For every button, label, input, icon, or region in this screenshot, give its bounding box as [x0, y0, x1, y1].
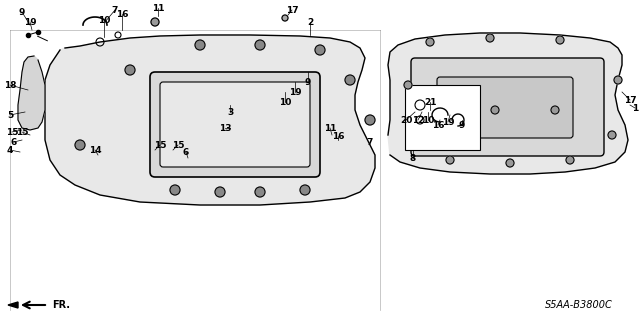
Circle shape — [566, 156, 574, 164]
Text: 15: 15 — [154, 140, 166, 149]
Text: 16: 16 — [116, 10, 128, 19]
Text: 14: 14 — [89, 146, 101, 155]
Text: 10: 10 — [98, 15, 110, 25]
Circle shape — [255, 187, 265, 197]
Circle shape — [506, 159, 514, 167]
Text: 17: 17 — [624, 95, 636, 105]
Circle shape — [614, 76, 622, 84]
Text: 15: 15 — [16, 127, 28, 137]
Text: 9: 9 — [19, 7, 25, 17]
Text: 19: 19 — [289, 87, 301, 97]
Text: 4: 4 — [7, 146, 13, 155]
Text: 10: 10 — [422, 116, 434, 124]
Text: 7: 7 — [367, 138, 373, 147]
Text: 9: 9 — [305, 77, 311, 86]
Text: 20: 20 — [400, 116, 412, 124]
Text: 5: 5 — [7, 110, 13, 119]
Polygon shape — [45, 35, 375, 205]
Circle shape — [426, 38, 434, 46]
Circle shape — [300, 185, 310, 195]
Text: FR.: FR. — [52, 300, 70, 310]
Circle shape — [282, 15, 288, 21]
Polygon shape — [388, 33, 628, 174]
Circle shape — [125, 65, 135, 75]
Text: 7: 7 — [112, 5, 118, 14]
Text: 6: 6 — [11, 138, 17, 147]
Text: 21: 21 — [424, 98, 436, 107]
Text: 19: 19 — [442, 117, 454, 126]
Circle shape — [608, 131, 616, 139]
Circle shape — [486, 34, 494, 42]
Text: 12: 12 — [412, 116, 424, 124]
Text: 11: 11 — [324, 124, 336, 132]
Text: 8: 8 — [410, 154, 416, 163]
Text: 16: 16 — [332, 132, 344, 140]
Polygon shape — [8, 302, 18, 308]
Text: 18: 18 — [4, 81, 16, 90]
Text: 13: 13 — [219, 124, 231, 132]
Circle shape — [404, 81, 412, 89]
Circle shape — [556, 36, 564, 44]
Text: 11: 11 — [152, 4, 164, 12]
Circle shape — [365, 115, 375, 125]
FancyBboxPatch shape — [150, 72, 320, 177]
Circle shape — [255, 40, 265, 50]
Text: 19: 19 — [24, 18, 36, 27]
Text: S5AA-B3800C: S5AA-B3800C — [545, 300, 612, 310]
Text: 1: 1 — [632, 103, 638, 113]
Text: 15: 15 — [172, 140, 184, 149]
Circle shape — [315, 45, 325, 55]
Circle shape — [345, 75, 355, 85]
Text: 3: 3 — [227, 108, 233, 116]
Circle shape — [491, 106, 499, 114]
Circle shape — [75, 140, 85, 150]
Circle shape — [551, 106, 559, 114]
FancyBboxPatch shape — [160, 82, 310, 167]
Text: 2: 2 — [307, 18, 313, 27]
Circle shape — [151, 18, 159, 26]
Polygon shape — [18, 56, 45, 130]
Circle shape — [170, 185, 180, 195]
FancyBboxPatch shape — [411, 58, 604, 156]
Text: 6: 6 — [183, 148, 189, 156]
FancyBboxPatch shape — [437, 77, 573, 138]
Circle shape — [215, 187, 225, 197]
Text: 17: 17 — [285, 5, 298, 14]
Text: 15: 15 — [6, 127, 19, 137]
Bar — [405, 85, 480, 150]
Text: 10: 10 — [279, 98, 291, 107]
Text: 9: 9 — [459, 121, 465, 130]
Circle shape — [195, 40, 205, 50]
Text: 16: 16 — [432, 121, 444, 130]
Circle shape — [446, 156, 454, 164]
